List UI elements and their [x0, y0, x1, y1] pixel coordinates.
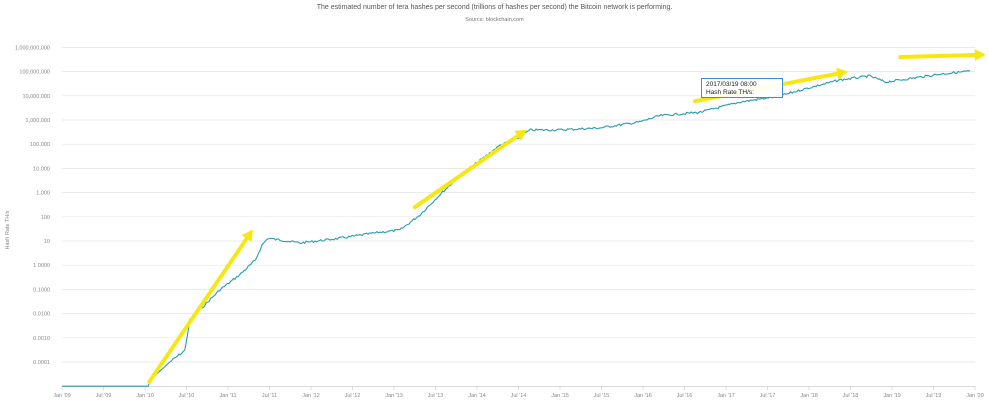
y-tick-label: 10	[44, 239, 50, 245]
y-tick-label: 100	[41, 215, 50, 221]
x-tick-label: Jan '15	[551, 393, 569, 399]
x-tick-label: Jan '19	[883, 393, 901, 399]
hash-rate-series-line	[62, 70, 971, 387]
x-tick-label: Jul '11	[262, 393, 277, 399]
x-tick-label: Jul '19	[926, 393, 942, 399]
annotation-arrow-shaft	[147, 236, 249, 384]
annotation-arrow-head	[974, 48, 986, 61]
y-tick-label: 0.0100	[33, 312, 50, 318]
annotation-arrow-shaft	[412, 133, 520, 210]
y-tick-label: 0.0001	[33, 360, 50, 366]
x-tick-label: Jul '15	[594, 393, 610, 399]
x-tick-label: Jan '13	[385, 393, 403, 399]
x-tick-label: Jul '14	[511, 393, 527, 399]
y-tick-label: 10,000,000	[22, 94, 50, 100]
y-tick-label: 10,000	[33, 166, 50, 172]
tooltip-date: 2017/03/19 08:00	[706, 81, 757, 88]
x-tick-label: Jan '14	[468, 393, 486, 399]
tooltip: 2017/03/19 08:00 Hash Rate TH/s:	[701, 78, 783, 98]
chart-subtitle: Source: blockchain.com	[465, 17, 524, 23]
tooltip-label: Hash Rate TH/s:	[706, 89, 754, 96]
x-tick-label: Jan '18	[800, 393, 818, 399]
y-tick-label: 0.1000	[33, 287, 50, 293]
x-tick-label: Jul '16	[677, 393, 693, 399]
y-tick-label: 100,000,000	[19, 70, 50, 76]
x-tick-label: Jan '10	[136, 393, 154, 399]
x-tick-label: Jul '10	[179, 393, 195, 399]
annotation-arrow-head	[514, 129, 527, 141]
y-tick-label: 100,000	[30, 142, 50, 148]
annotation-arrow-head	[836, 67, 849, 80]
y-tick-label: 0.0010	[33, 336, 50, 342]
x-tick-label: Jul '12	[345, 393, 361, 399]
x-tick-label: Jan '16	[634, 393, 652, 399]
annotation-arrow-shaft	[898, 52, 977, 60]
chart-title: The estimated number of tera hashes per …	[316, 4, 673, 11]
x-tick-label: Jul '18	[843, 393, 859, 399]
x-tick-label: Jan '17	[717, 393, 735, 399]
x-tick-label: Jul '09	[96, 393, 112, 399]
y-tick-label: 1,000,000,000	[15, 45, 50, 51]
x-tick-label: Jan '09	[53, 393, 71, 399]
y-tick-label: 1,000	[36, 191, 50, 197]
x-tick-label: Jan '20	[966, 393, 984, 399]
x-tick-label: Jul '17	[760, 393, 776, 399]
x-tick-label: Jan '12	[302, 393, 320, 399]
y-tick-label: 1.0000	[33, 263, 50, 269]
y-axis-label: Hash Rate TH/s	[5, 210, 11, 249]
x-tick-label: Jul '13	[428, 393, 444, 399]
annotation-arrow-head	[241, 229, 253, 242]
y-tick-label: 1,000,000	[26, 118, 50, 124]
x-tick-label: Jan '11	[219, 393, 236, 399]
